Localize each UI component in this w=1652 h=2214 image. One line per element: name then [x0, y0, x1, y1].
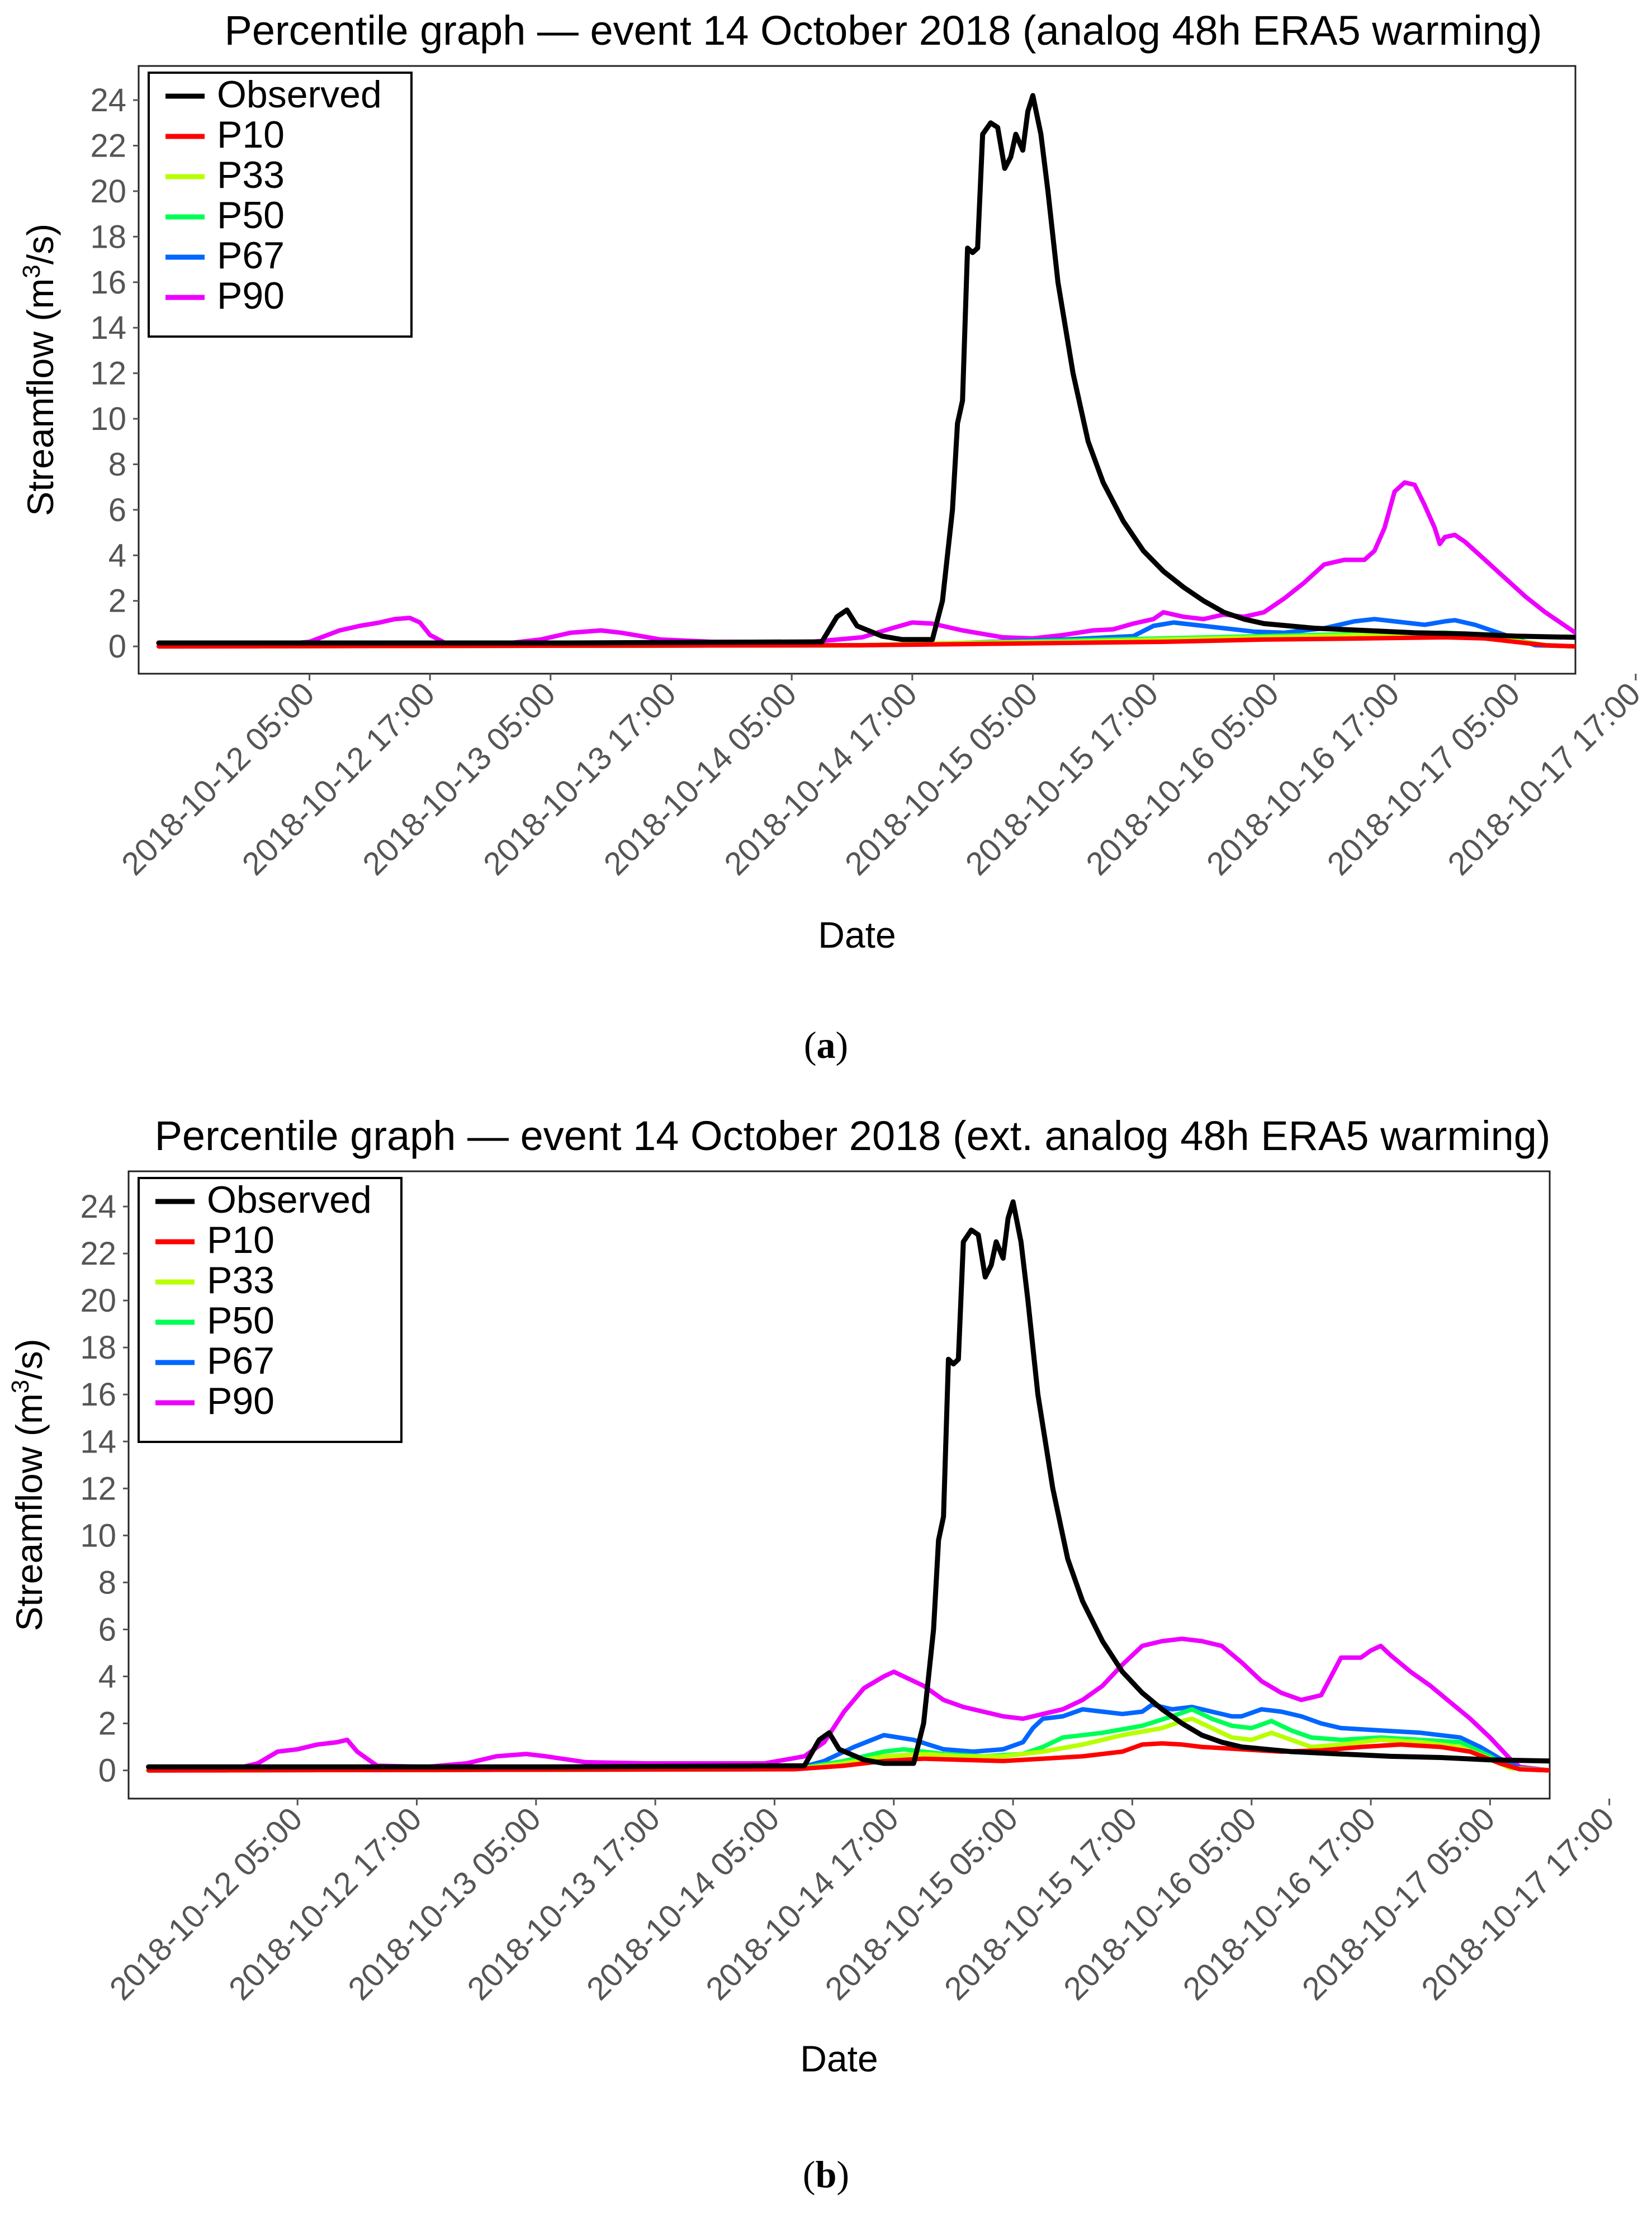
series-group	[156, 93, 1575, 649]
x-axis-label: Date	[818, 914, 896, 955]
percentile-chart-b: Percentile graph — event 14 October 2018…	[7, 1113, 1621, 2079]
plot-frame	[138, 65, 1577, 675]
legend-label-p33: P33	[217, 154, 285, 196]
y-axis-label: Streamflow (m3/s)	[7, 1338, 50, 1631]
legend-label-observed: Observed	[207, 1179, 372, 1221]
legend-box	[138, 1177, 403, 1443]
y-axis-label-sup: 3	[7, 1380, 34, 1393]
legend-label-p10: P10	[217, 113, 285, 156]
figure-b: Percentile graph — event 14 October 2018…	[0, 1107, 1652, 2214]
y-tick-label: 22	[80, 1236, 116, 1272]
series-line-observed	[156, 93, 1575, 646]
y-tick-label: 12	[90, 356, 126, 392]
y-tick-label: 4	[98, 1658, 116, 1695]
y-tick-label: 14	[90, 310, 126, 346]
percentile-chart-a: Percentile graph — event 14 October 2018…	[18, 7, 1648, 955]
y-tick-label: 4	[108, 537, 126, 574]
legend-label-p33: P33	[207, 1259, 274, 1302]
y-tick-label: 14	[80, 1423, 116, 1460]
legend-label-p10: P10	[207, 1219, 274, 1261]
y-tick-label: 16	[90, 264, 126, 301]
legend-label-p50: P50	[207, 1299, 274, 1342]
y-tick-label: 0	[108, 628, 126, 665]
series-line-observed	[146, 1199, 1550, 1770]
y-tick-label: 24	[90, 82, 126, 119]
legend-label-observed: Observed	[217, 73, 382, 116]
y-tick-label: 8	[108, 446, 126, 482]
y-axis-label-sup: 3	[18, 264, 45, 278]
y-axis-label-tail: /s)	[8, 1338, 50, 1379]
y-axis-label: Streamflow (m3/s)	[18, 224, 61, 516]
y-tick-label: 20	[80, 1283, 116, 1319]
y-tick-label: 8	[98, 1564, 116, 1601]
legend-label-p90: P90	[207, 1380, 274, 1422]
series-line-p67	[146, 1702, 1550, 1773]
y-tick-label: 20	[90, 173, 126, 210]
y-tick-label: 22	[90, 127, 126, 164]
y-tick-label: 12	[80, 1470, 116, 1507]
y-tick-label: 6	[108, 492, 126, 528]
y-tick-label: 6	[98, 1611, 116, 1648]
chart-title: Percentile graph — event 14 October 2018…	[224, 7, 1542, 54]
y-axis-label-main: Streamflow (m	[20, 278, 61, 516]
y-tick-label: 10	[80, 1517, 116, 1554]
y-tick-label: 18	[90, 219, 126, 255]
legend-label-p67: P67	[217, 234, 285, 277]
series-line-p10	[156, 635, 1575, 649]
y-tick-label: 10	[90, 401, 126, 437]
caption-b: (b)	[802, 2153, 850, 2196]
y-axis-label-tail: /s)	[20, 224, 61, 264]
figure-a: Percentile graph — event 14 October 2018…	[18, 7, 1648, 1066]
y-tick-label: 2	[108, 583, 126, 619]
legend-box	[148, 72, 413, 338]
y-tick-label: 2	[98, 1706, 116, 1742]
x-axis-label: Date	[800, 2038, 878, 2079]
caption-a: (a)	[803, 1024, 849, 1066]
chart-title: Percentile graph — event 14 October 2018…	[155, 1113, 1551, 1159]
y-tick-label: 18	[80, 1330, 116, 1366]
legend-label-p90: P90	[217, 275, 285, 317]
y-tick-label: 16	[80, 1376, 116, 1413]
plot-frame	[127, 1170, 1551, 1800]
y-tick-label: 24	[80, 1189, 116, 1225]
legend-label-p50: P50	[217, 194, 285, 236]
series-line-p33	[146, 1716, 1550, 1773]
y-tick-label: 0	[98, 1753, 116, 1789]
y-axis-label-main: Streamflow (m	[8, 1393, 50, 1631]
series-group	[146, 1199, 1550, 1773]
legend-label-p67: P67	[207, 1340, 274, 1382]
